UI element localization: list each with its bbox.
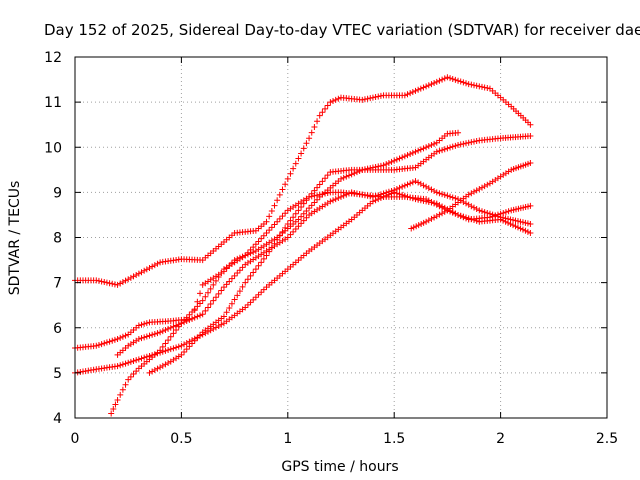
x-tick-label: 0.5 — [170, 431, 192, 447]
x-tick-label: 0 — [71, 431, 80, 447]
y-tick-label: 5 — [53, 366, 62, 382]
y-tick-label: 6 — [53, 321, 62, 337]
x-tick-label: 1.5 — [383, 431, 405, 447]
data-point-markers — [408, 160, 534, 232]
y-tick-label: 9 — [53, 185, 62, 201]
series-4 — [108, 132, 534, 417]
y-tick-label: 10 — [44, 140, 62, 156]
series-2 — [72, 129, 462, 352]
x-tick-label: 2.5 — [596, 431, 618, 447]
y-tick-label: 8 — [53, 231, 62, 247]
x-tick-label: 1 — [283, 431, 292, 447]
y-tick-label: 7 — [53, 276, 62, 292]
series-7 — [408, 160, 534, 232]
data-point-markers — [72, 129, 462, 352]
axis-ticks: 0 0.5 1 1.5 2 2.5 4 5 6 7 8 9 10 11 12 — [44, 50, 618, 447]
data-point-markers — [108, 132, 534, 417]
x-axis-label: GPS time / hours — [281, 459, 398, 475]
x-tick-label: 2 — [496, 431, 505, 447]
data-point-markers — [114, 178, 534, 358]
grid-lines — [75, 57, 607, 418]
chart-title: Day 152 of 2025, Sidereal Day-to-day VTE… — [44, 21, 640, 39]
y-tick-label: 11 — [44, 95, 62, 111]
y-tick-label: 4 — [53, 411, 62, 427]
series-5 — [114, 178, 534, 358]
y-axis-label: SDTVAR / TECUs — [7, 181, 23, 296]
y-tick-label: 12 — [44, 50, 62, 66]
data-points — [72, 74, 534, 417]
